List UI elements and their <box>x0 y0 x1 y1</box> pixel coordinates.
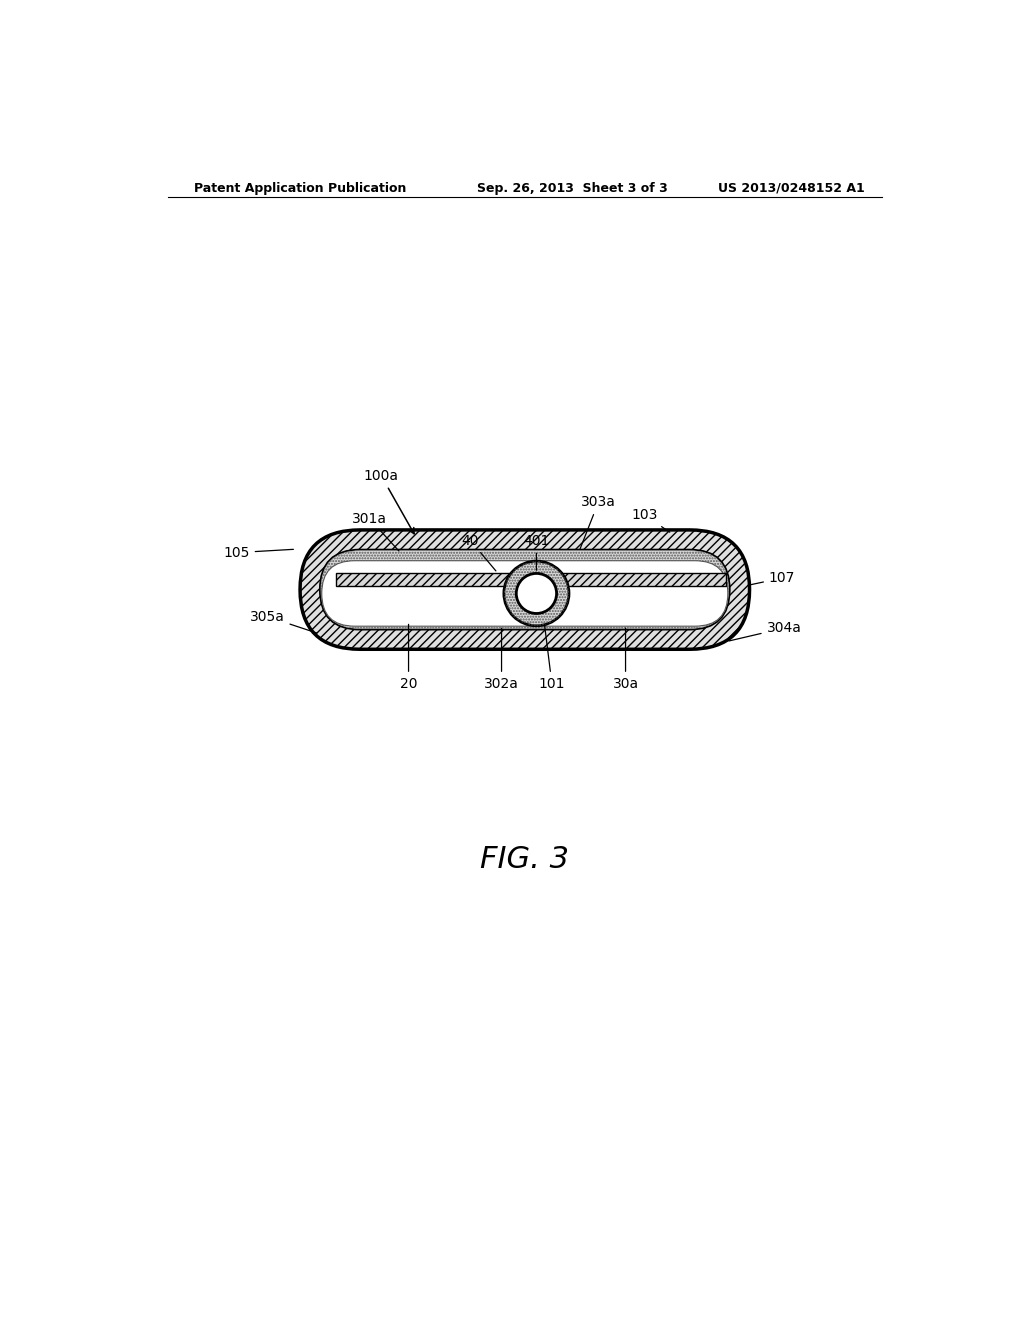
Text: 107: 107 <box>749 572 796 585</box>
Text: 303a: 303a <box>580 495 615 549</box>
FancyBboxPatch shape <box>322 561 728 626</box>
Text: US 2013/0248152 A1: US 2013/0248152 A1 <box>718 182 864 194</box>
Text: Sep. 26, 2013  Sheet 3 of 3: Sep. 26, 2013 Sheet 3 of 3 <box>477 182 668 194</box>
Text: 304a: 304a <box>729 622 802 642</box>
Text: 100a: 100a <box>364 469 414 533</box>
Text: FIG. 3: FIG. 3 <box>480 845 569 874</box>
Text: 40: 40 <box>462 533 496 572</box>
Text: 401: 401 <box>523 533 550 570</box>
Text: 103: 103 <box>632 508 670 532</box>
Text: 105: 105 <box>223 545 294 560</box>
Circle shape <box>516 573 557 614</box>
Text: 302a: 302a <box>484 628 519 690</box>
Text: 305a: 305a <box>250 610 316 634</box>
Text: 101: 101 <box>539 624 565 690</box>
Text: 30a: 30a <box>612 628 639 690</box>
Bar <box>336 573 726 586</box>
FancyBboxPatch shape <box>321 550 729 630</box>
Bar <box>336 573 726 586</box>
FancyBboxPatch shape <box>321 550 729 628</box>
Circle shape <box>504 561 569 626</box>
Text: 20: 20 <box>399 624 418 690</box>
Text: Patent Application Publication: Patent Application Publication <box>194 182 407 194</box>
Text: 301a: 301a <box>352 512 399 550</box>
FancyBboxPatch shape <box>300 529 750 649</box>
